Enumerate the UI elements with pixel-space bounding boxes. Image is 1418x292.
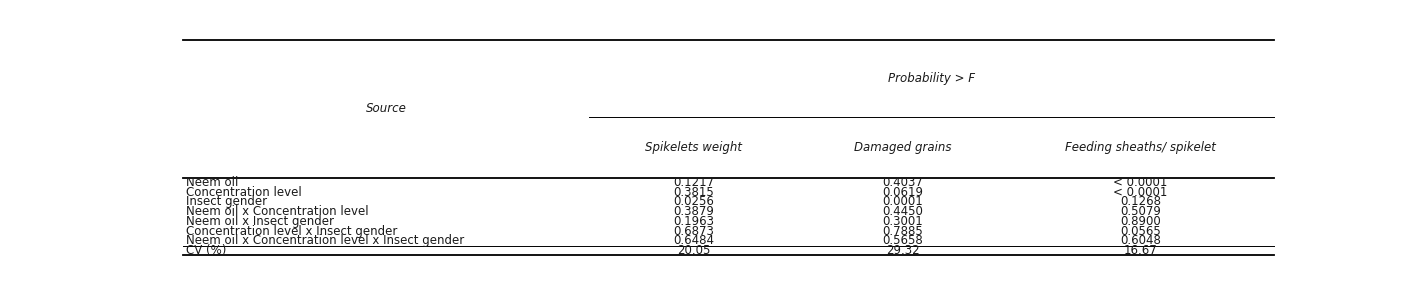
Text: Concentration level: Concentration level (186, 186, 302, 199)
Text: 0.3879: 0.3879 (674, 205, 715, 218)
Text: Concentration level x Insect gender: Concentration level x Insect gender (186, 225, 397, 238)
Text: 0.0001: 0.0001 (882, 195, 923, 208)
Text: Insect gender: Insect gender (186, 195, 267, 208)
Text: 0.1963: 0.1963 (674, 215, 715, 228)
Text: 0.4037: 0.4037 (882, 176, 923, 189)
Text: 16.67: 16.67 (1123, 244, 1157, 257)
Text: Probability > F: Probability > F (888, 72, 976, 85)
Text: Source: Source (366, 102, 407, 115)
Text: 0.4450: 0.4450 (882, 205, 923, 218)
Text: 0.5658: 0.5658 (882, 234, 923, 247)
Text: 0.0619: 0.0619 (882, 186, 923, 199)
Text: 0.7885: 0.7885 (882, 225, 923, 238)
Text: 29.32: 29.32 (886, 244, 919, 257)
Text: 0.6873: 0.6873 (674, 225, 715, 238)
Text: Neem oil: Neem oil (186, 176, 238, 189)
Text: 0.3001: 0.3001 (882, 215, 923, 228)
Text: Damaged grains: Damaged grains (854, 141, 951, 154)
Text: 0.1268: 0.1268 (1120, 195, 1161, 208)
Text: 0.0256: 0.0256 (674, 195, 715, 208)
Text: 0.3815: 0.3815 (674, 186, 715, 199)
Text: CV (%): CV (%) (186, 244, 227, 257)
Text: 0.0565: 0.0565 (1120, 225, 1161, 238)
Text: < 0.0001: < 0.0001 (1113, 176, 1167, 189)
Text: 0.6048: 0.6048 (1120, 234, 1161, 247)
Text: < 0.0001: < 0.0001 (1113, 186, 1167, 199)
Text: Feeding sheaths/ spikelet: Feeding sheaths/ spikelet (1065, 141, 1215, 154)
Text: Neem oil x Insect gender: Neem oil x Insect gender (186, 215, 335, 228)
Text: Neem oil x Concentration level: Neem oil x Concentration level (186, 205, 369, 218)
Text: 0.8900: 0.8900 (1120, 215, 1161, 228)
Text: 0.1217: 0.1217 (674, 176, 715, 189)
Text: 0.6484: 0.6484 (674, 234, 715, 247)
Text: Spikelets weight: Spikelets weight (645, 141, 742, 154)
Text: Neem oil x Concentration level x Insect gender: Neem oil x Concentration level x Insect … (186, 234, 464, 247)
Text: 20.05: 20.05 (676, 244, 710, 257)
Text: 0.5079: 0.5079 (1120, 205, 1161, 218)
